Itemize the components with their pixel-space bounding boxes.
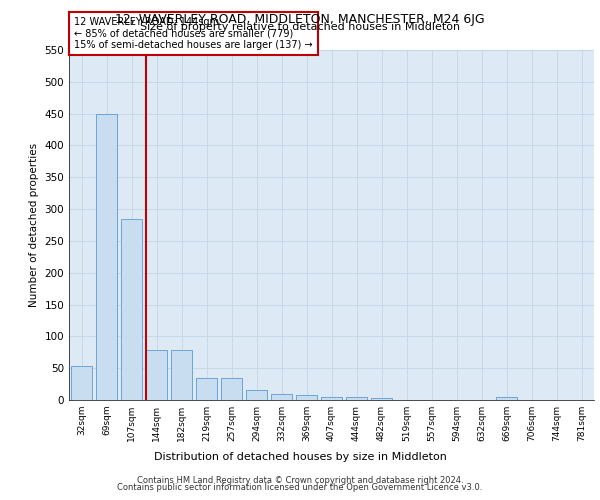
Bar bbox=[346, 398, 367, 400]
Bar bbox=[246, 390, 267, 400]
Y-axis label: Number of detached properties: Number of detached properties bbox=[29, 143, 39, 307]
Bar bbox=[196, 378, 217, 400]
Bar bbox=[296, 395, 317, 400]
Text: Distribution of detached houses by size in Middleton: Distribution of detached houses by size … bbox=[154, 452, 446, 462]
Bar bbox=[321, 397, 342, 400]
Bar bbox=[271, 394, 292, 400]
Bar bbox=[96, 114, 117, 400]
Bar bbox=[371, 398, 392, 400]
Bar bbox=[121, 218, 142, 400]
Text: Size of property relative to detached houses in Middleton: Size of property relative to detached ho… bbox=[140, 22, 460, 32]
Bar bbox=[71, 366, 92, 400]
Bar bbox=[171, 350, 192, 400]
Text: Contains HM Land Registry data © Crown copyright and database right 2024.: Contains HM Land Registry data © Crown c… bbox=[137, 476, 463, 485]
Text: 12 WAVERLEY ROAD: 144sqm
← 85% of detached houses are smaller (779)
15% of semi-: 12 WAVERLEY ROAD: 144sqm ← 85% of detach… bbox=[74, 17, 313, 50]
Text: 12, WAVERLEY ROAD, MIDDLETON, MANCHESTER, M24 6JG: 12, WAVERLEY ROAD, MIDDLETON, MANCHESTER… bbox=[115, 12, 485, 26]
Text: Contains public sector information licensed under the Open Government Licence v3: Contains public sector information licen… bbox=[118, 484, 482, 492]
Bar bbox=[221, 378, 242, 400]
Bar bbox=[146, 350, 167, 400]
Bar bbox=[496, 398, 517, 400]
